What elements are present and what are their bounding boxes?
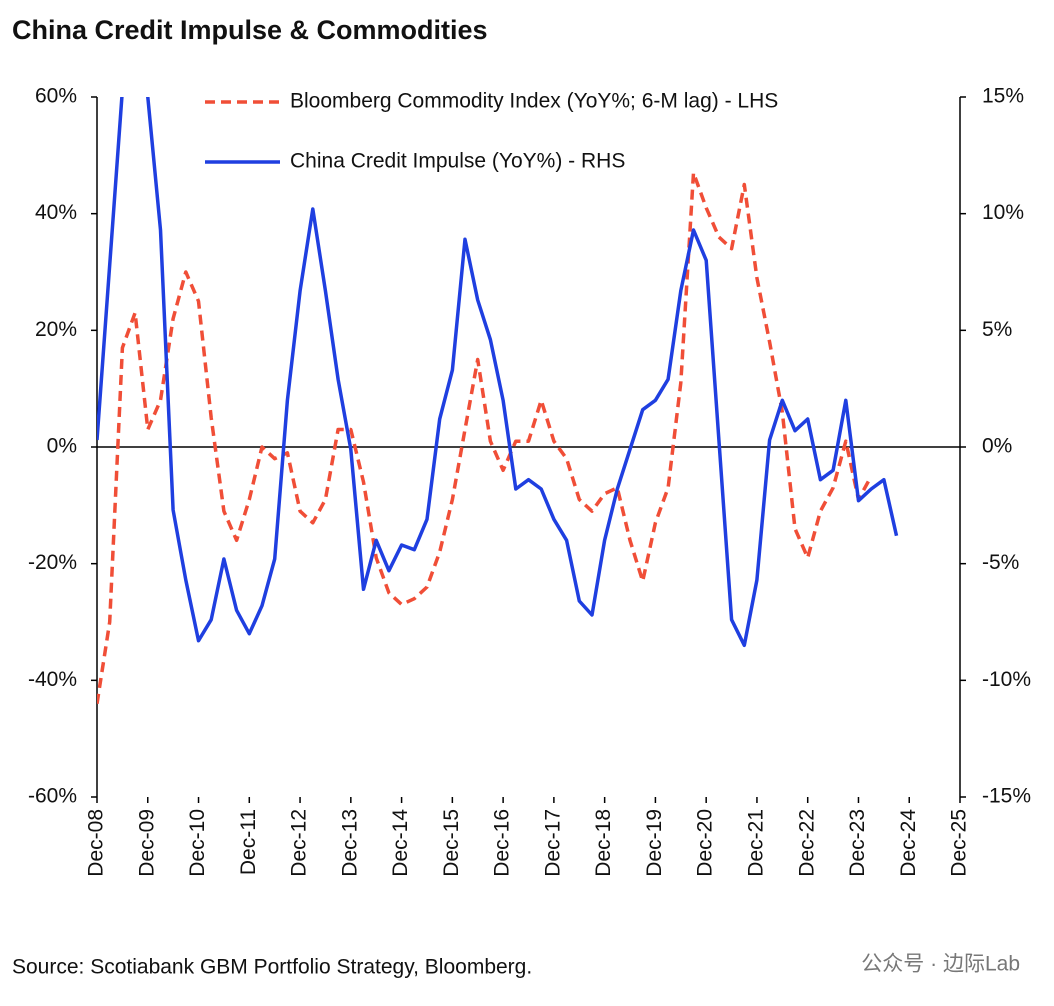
x-tick-label: Dec-22: [795, 809, 818, 877]
source-note: Source: Scotiabank GBM Portfolio Strateg…: [12, 956, 532, 979]
x-tick-label: Dec-15: [440, 809, 463, 877]
y-tick-label: 20%: [35, 318, 77, 341]
x-tick-label: Dec-18: [592, 809, 615, 877]
x-tick-label: Dec-19: [643, 809, 666, 877]
watermark: 公众号 · 边际Lab: [861, 953, 1020, 976]
chart-title: China Credit Impulse & Commodities: [12, 15, 488, 45]
series-line: [97, 97, 899, 648]
y2-tick-label: -5%: [982, 551, 1019, 574]
x-tick-label: Dec-24: [897, 809, 920, 877]
x-tick-label: Dec-12: [288, 809, 311, 877]
y-tick-label: 40%: [35, 201, 77, 224]
y-tick-label: -20%: [28, 551, 77, 574]
y-tick-label: 0%: [47, 435, 77, 458]
x-tick-label: Dec-09: [135, 809, 158, 877]
y2-tick-label: -10%: [982, 668, 1031, 691]
x-tick-label: Dec-20: [694, 809, 717, 877]
x-tick-label: Dec-17: [541, 809, 564, 877]
legend-label: China Credit Impulse (YoY%) - RHS: [290, 150, 625, 173]
x-tick-label: Dec-16: [491, 809, 514, 877]
x-tick-label: Dec-08: [85, 809, 108, 877]
y-tick-label: 60%: [35, 85, 77, 108]
x-tick-label: Dec-11: [237, 809, 260, 875]
y-tick-label: -40%: [28, 668, 77, 691]
y2-tick-label: 5%: [982, 318, 1012, 341]
x-tick-label: Dec-21: [744, 809, 767, 877]
x-tick-label: Dec-25: [948, 809, 971, 877]
y2-tick-label: 15%: [982, 85, 1024, 108]
legend-label: Bloomberg Commodity Index (YoY%; 6-M lag…: [290, 90, 778, 113]
x-tick-label: Dec-14: [389, 809, 412, 877]
series-line: [97, 171, 873, 704]
y-tick-label: -60%: [28, 785, 77, 808]
y2-tick-label: -15%: [982, 785, 1031, 808]
y2-tick-label: 10%: [982, 201, 1024, 224]
y2-tick-label: 0%: [982, 435, 1012, 458]
x-tick-label: Dec-23: [846, 809, 869, 877]
x-tick-label: Dec-13: [338, 809, 361, 877]
x-tick-label: Dec-10: [186, 809, 209, 877]
